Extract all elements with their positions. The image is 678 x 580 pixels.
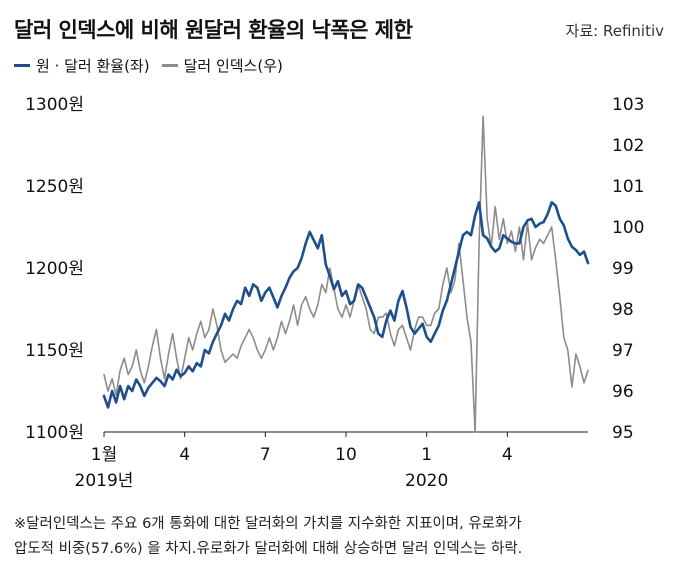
y-right-tick-label: 100	[612, 218, 644, 238]
y-right-tick-label: 101	[612, 177, 644, 197]
legend-swatch-dxy	[161, 64, 178, 67]
legend-item-dxy: 달러 인덱스(우)	[161, 55, 283, 76]
legend-swatch-krw	[14, 64, 30, 67]
footnote-line-2: 압도적 비중(57.6%) 을 차지.유로화가 달러화에 대해 상승하면 달러 …	[14, 541, 523, 557]
y-left-tick-label: 1250원	[25, 177, 84, 197]
source-label: 자료: Refinitiv	[565, 22, 664, 40]
legend-label-dxy: 달러 인덱스(우)	[183, 57, 283, 75]
y-right-tick-label: 96	[612, 382, 634, 402]
series-line-dxy	[103, 115, 589, 433]
y-left-tick-label: 1100원	[25, 423, 84, 443]
x-tick-label: 7	[260, 445, 271, 465]
series-line-krw	[102, 201, 590, 409]
x-tick-label: 4	[179, 445, 190, 465]
legend-item-krw: 원 · 달러 환율(좌)	[14, 55, 150, 76]
chart-plot: 1300원1250원1200원1150원1100원103102101100999…	[25, 95, 644, 491]
y-right-tick-label: 102	[612, 136, 644, 156]
legend-label-krw: 원 · 달러 환율(좌)	[36, 57, 150, 75]
footnote-line-1: ※달러인덱스는 주요 6개 통화에 대한 달러화의 가치를 지수화한 지표이며,…	[14, 516, 522, 532]
y-right-tick-label: 95	[612, 423, 634, 443]
x-tick-label: 10	[335, 445, 357, 465]
y-left-tick-label: 1300원	[25, 95, 84, 115]
x-tick-label: 1	[421, 445, 432, 465]
y-left-tick-label: 1200원	[25, 259, 84, 279]
y-right-tick-label: 103	[612, 95, 644, 115]
y-right-tick-label: 97	[612, 341, 634, 361]
x-tick-label: 1월	[91, 445, 117, 465]
y-right-tick-label: 98	[612, 300, 634, 320]
y-right-tick-label: 99	[612, 259, 634, 279]
footnote: ※달러인덱스는 주요 6개 통화에 대한 달러화의 가치를 지수화한 지표이며,…	[14, 512, 664, 562]
x-tick-label: 4	[502, 445, 513, 465]
chart-title: 달러 인덱스에 비해 원달러 환율의 낙폭은 제한	[14, 18, 413, 42]
y-left-tick-label: 1150원	[25, 341, 84, 361]
legend: 원 · 달러 환율(좌) 달러 인덱스(우)	[14, 55, 295, 76]
x-tick-sublabel: 2019년	[75, 471, 134, 491]
x-tick-sublabel: 2020	[405, 471, 448, 491]
